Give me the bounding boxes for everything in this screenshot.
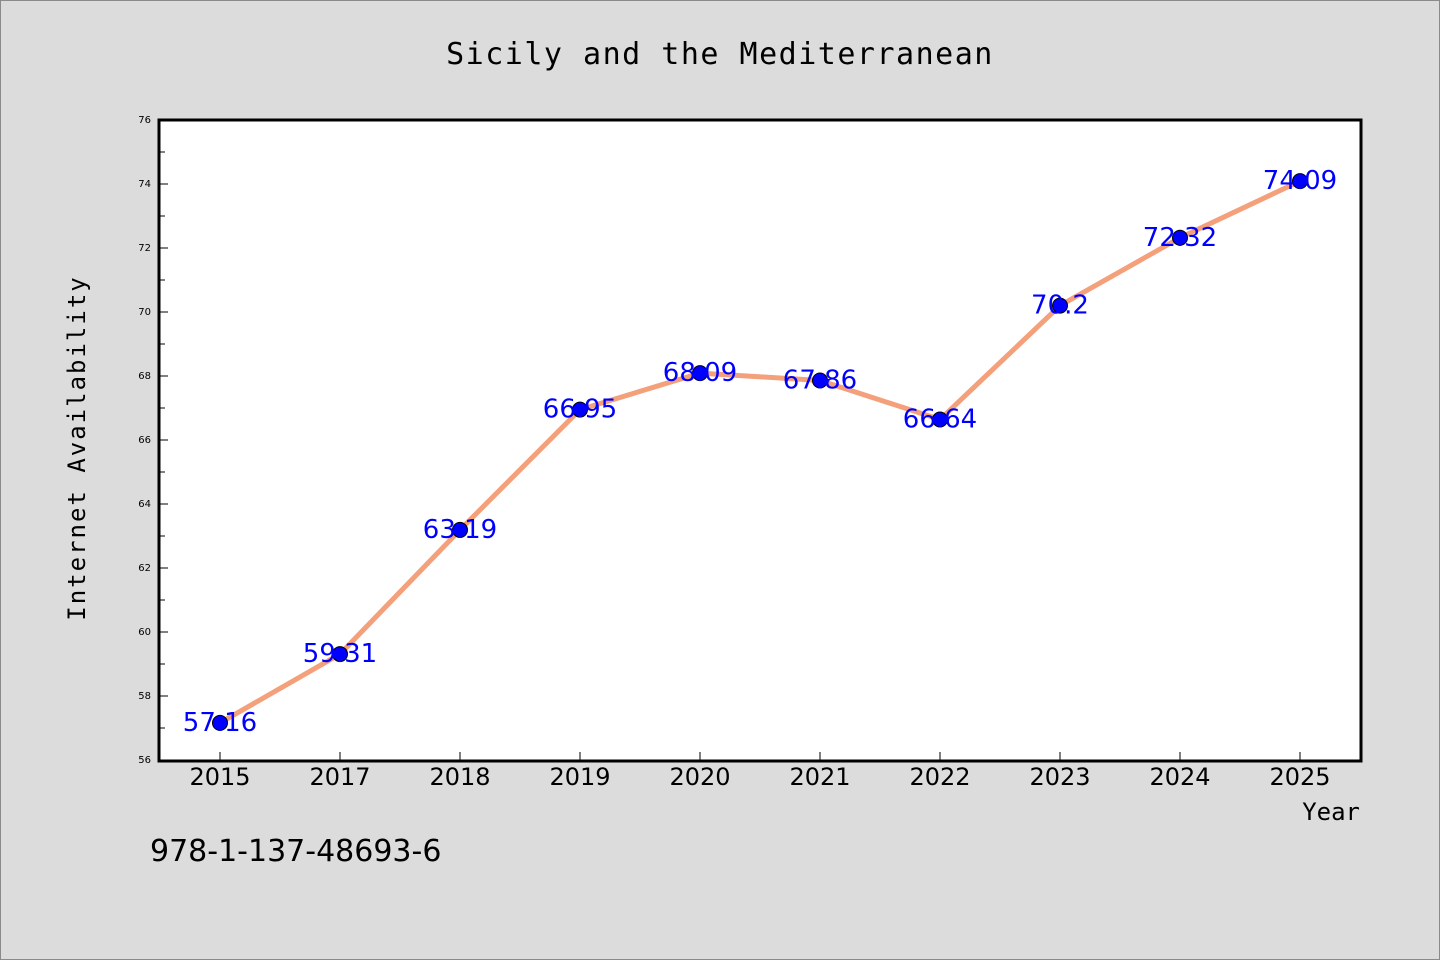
data-point	[692, 365, 708, 382]
y-tick-label: 58	[138, 691, 151, 702]
x-tick-label: 2024	[1149, 763, 1210, 791]
x-tick-label: 2021	[789, 763, 850, 791]
y-tick-label: 56	[138, 755, 151, 766]
data-series: 57.16 59.31 63.19 66.95 68.09 67.86 66.64 70.2 7…	[183, 166, 1337, 738]
x-tick-label: 2023	[1029, 763, 1090, 791]
chart-title: Sicily and the Mediterranean	[446, 37, 994, 72]
y-tick-label: 64	[138, 499, 151, 510]
y-axis: 56 58 60 62 64 66 68 70 72 74 76	[138, 115, 168, 766]
data-point	[212, 714, 228, 731]
y-tick-label: 66	[138, 435, 151, 446]
data-label: 66.95	[543, 395, 617, 425]
x-tick-label: 2015	[189, 763, 250, 791]
data-label: 70.2	[1031, 291, 1089, 321]
data-label: 68.09	[663, 358, 737, 388]
data-label: 63.19	[423, 515, 497, 545]
data-label: 59.31	[303, 639, 377, 669]
y-tick-label: 68	[138, 371, 151, 382]
plot-border	[157, 118, 1363, 763]
x-axis-label: Year	[1302, 798, 1360, 826]
x-tick-label: 2019	[549, 763, 610, 791]
x-tick-label: 2025	[1269, 763, 1330, 791]
data-label: 57.16	[183, 708, 257, 738]
data-point	[932, 411, 948, 428]
data-label: 66.64	[903, 405, 977, 435]
y-axis-label: Internet Availability	[63, 275, 91, 620]
series-line	[217, 178, 1303, 726]
data-point	[812, 372, 828, 389]
x-axis: 2015 2017 2018 2019 2020 2021 2022 2023 2024 2025	[189, 752, 1331, 791]
data-point	[1052, 297, 1068, 314]
x-tick-label: 2020	[669, 763, 730, 791]
y-tick-label: 72	[138, 243, 151, 254]
data-label: 74.09	[1263, 166, 1337, 196]
data-label: 72.32	[1143, 223, 1217, 253]
y-tick-label: 74	[138, 179, 151, 190]
y-tick-label: 70	[138, 307, 151, 318]
data-point	[1292, 173, 1308, 190]
y-tick-label: 76	[138, 115, 151, 126]
y-tick-label: 60	[138, 627, 151, 638]
data-point	[572, 401, 588, 418]
x-tick-label: 2022	[909, 763, 970, 791]
data-point	[332, 646, 348, 663]
x-tick-label: 2018	[429, 763, 490, 791]
data-point	[1172, 229, 1188, 246]
isbn-text: 978-1-137-48693-6	[150, 834, 442, 869]
x-tick-label: 2017	[309, 763, 370, 791]
y-tick-label: 62	[138, 563, 151, 574]
data-point	[452, 521, 468, 538]
data-label: 67.86	[783, 365, 857, 395]
plot-area	[159, 120, 1361, 761]
